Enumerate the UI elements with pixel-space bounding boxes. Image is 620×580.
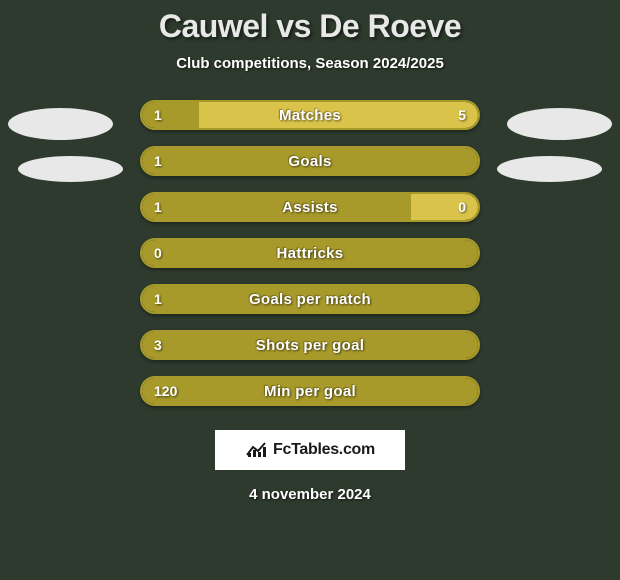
stat-bar: 3Shots per goal — [140, 330, 480, 360]
stat-bar: 1Goals per match — [140, 284, 480, 314]
logo-text: FcTables.com — [273, 441, 375, 459]
bar-label: Matches — [142, 102, 478, 128]
bar-label: Assists — [142, 194, 478, 220]
player-right-ellipse-2 — [497, 156, 602, 182]
stat-bar: 15Matches — [140, 100, 480, 130]
player-left-ellipse-1 — [8, 108, 113, 140]
bars-region: 15Matches 1Goals 10Assists 0Hattricks 1Goals… — [0, 100, 620, 406]
stat-bar: 10Assists — [140, 192, 480, 222]
stat-bar: 0Hattricks — [140, 238, 480, 268]
bar-label: Goals — [142, 148, 478, 174]
player-left-ellipse-2 — [18, 156, 123, 182]
bar-label: Hattricks — [142, 240, 478, 266]
bar-label: Min per goal — [142, 378, 478, 404]
player-right-ellipse-1 — [507, 108, 612, 140]
page-title: Cauwel vs De Roeve — [159, 8, 461, 45]
chart-icon — [245, 441, 267, 459]
stat-bars: 15Matches 1Goals 10Assists 0Hattricks 1Goals… — [140, 100, 480, 406]
bar-label: Shots per goal — [142, 332, 478, 358]
comparison-widget: Cauwel vs De Roeve Club competitions, Se… — [0, 0, 620, 580]
bar-label: Goals per match — [142, 286, 478, 312]
footer-date: 4 november 2024 — [249, 486, 371, 503]
stat-bar: 120Min per goal — [140, 376, 480, 406]
stat-bar: 1Goals — [140, 146, 480, 176]
logo-box: FcTables.com — [215, 430, 405, 470]
subtitle: Club competitions, Season 2024/2025 — [176, 55, 444, 72]
